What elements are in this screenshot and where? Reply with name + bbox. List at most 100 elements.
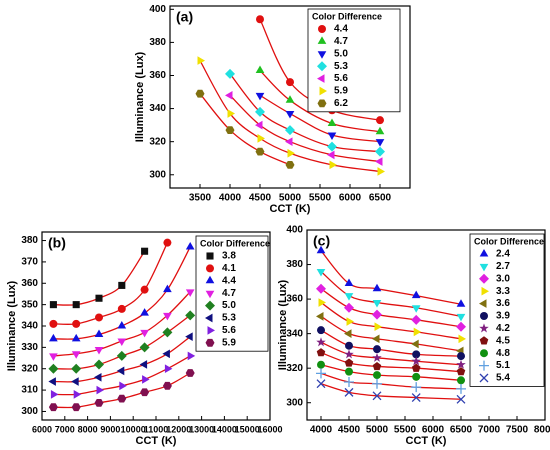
legend-marker <box>206 264 214 273</box>
legend-label: 5.9 <box>334 86 348 97</box>
marker <box>73 390 82 399</box>
legend-label: 4.7 <box>334 36 348 47</box>
x-tick-label: 7000 <box>55 424 75 434</box>
marker <box>316 312 324 321</box>
y-tick-label: 300 <box>21 406 38 417</box>
legend-marker <box>480 312 488 320</box>
marker <box>344 278 354 287</box>
marker <box>285 111 295 119</box>
x-tick-label: 8000 <box>78 424 98 434</box>
legend-marker <box>318 25 326 33</box>
marker <box>377 167 385 176</box>
marker <box>316 268 326 277</box>
plot-frame <box>306 229 546 421</box>
x-tick-label: 4500 <box>249 193 272 204</box>
marker <box>456 313 466 322</box>
marker <box>411 339 419 349</box>
x-tick-label: 4000 <box>219 193 242 204</box>
marker <box>49 333 58 342</box>
marker <box>372 283 382 292</box>
marker <box>256 15 264 24</box>
marker <box>48 377 56 386</box>
marker <box>118 281 126 289</box>
marker <box>95 294 103 302</box>
marker <box>372 378 382 389</box>
legend-marker <box>205 300 215 311</box>
panel-label: (b) <box>48 235 66 251</box>
legend-label: 4.4 <box>334 24 348 35</box>
marker <box>457 376 465 385</box>
marker <box>48 363 59 374</box>
marker <box>411 393 421 403</box>
legend-label: 4.4 <box>222 275 236 286</box>
marker <box>255 92 265 101</box>
marker <box>49 319 58 328</box>
marker <box>48 403 58 412</box>
marker <box>164 364 173 374</box>
y-tick-label: 380 <box>286 259 303 270</box>
marker <box>316 379 326 389</box>
marker <box>162 381 172 390</box>
marker <box>285 160 295 169</box>
marker <box>456 367 466 376</box>
y-tick-label: 370 <box>21 257 38 268</box>
panel-label: (c) <box>313 233 330 249</box>
marker <box>456 299 466 307</box>
x-tick-label: 16000 <box>257 424 282 434</box>
marker <box>456 359 466 369</box>
legend-marker <box>317 51 327 59</box>
marker <box>372 309 382 320</box>
legend-label: 3.3 <box>496 286 510 297</box>
fit-curve <box>199 60 381 173</box>
x-tick-label: 5500 <box>394 425 417 436</box>
marker <box>197 56 205 65</box>
marker <box>285 95 295 103</box>
marker <box>456 394 466 404</box>
marker <box>372 361 382 371</box>
legend-marker <box>206 252 214 260</box>
fit-curve <box>320 288 462 328</box>
legend-label: 3.9 <box>496 311 510 322</box>
marker <box>327 141 337 152</box>
x-tick-label: 4000 <box>310 425 333 436</box>
marker <box>327 132 337 141</box>
x-axis-label: CCT (K) <box>136 435 177 447</box>
marker <box>71 363 82 374</box>
marker <box>255 147 265 156</box>
legend-marker <box>317 61 327 72</box>
marker <box>255 106 265 117</box>
y-axis-label: Illuminance (Lux) <box>134 51 146 142</box>
marker <box>94 347 104 355</box>
legend-label: 5.3 <box>334 61 348 72</box>
legend-title: Color Difference <box>200 238 270 248</box>
y-tick-label: 340 <box>21 321 38 332</box>
legend-marker <box>479 249 489 257</box>
legend-label: 5.1 <box>496 360 510 371</box>
x-tick-label: 6000 <box>32 424 52 434</box>
y-tick-label: 360 <box>21 278 38 289</box>
y-tick-label: 320 <box>21 363 38 374</box>
y-tick-label: 380 <box>149 37 166 48</box>
legend-label: 4.5 <box>496 335 510 346</box>
marker <box>162 327 173 338</box>
legend-label: 5.6 <box>334 73 348 84</box>
y-tick-label: 340 <box>286 328 303 339</box>
marker <box>185 369 195 377</box>
marker <box>316 368 326 379</box>
fit-curve <box>320 250 462 305</box>
marker <box>375 139 385 147</box>
marker <box>141 247 149 255</box>
marker <box>316 348 326 357</box>
x-tick-label: 13000 <box>189 424 214 434</box>
marker <box>286 78 294 87</box>
legend-label: 5.0 <box>334 48 348 59</box>
marker <box>119 381 127 391</box>
y-axis-label: Illuminance (Lux) <box>6 280 18 371</box>
marker <box>255 120 263 130</box>
marker <box>185 289 195 297</box>
legend-marker <box>319 86 327 96</box>
marker <box>376 116 384 125</box>
marker <box>412 350 421 359</box>
marker <box>411 290 421 299</box>
marker <box>71 333 81 342</box>
